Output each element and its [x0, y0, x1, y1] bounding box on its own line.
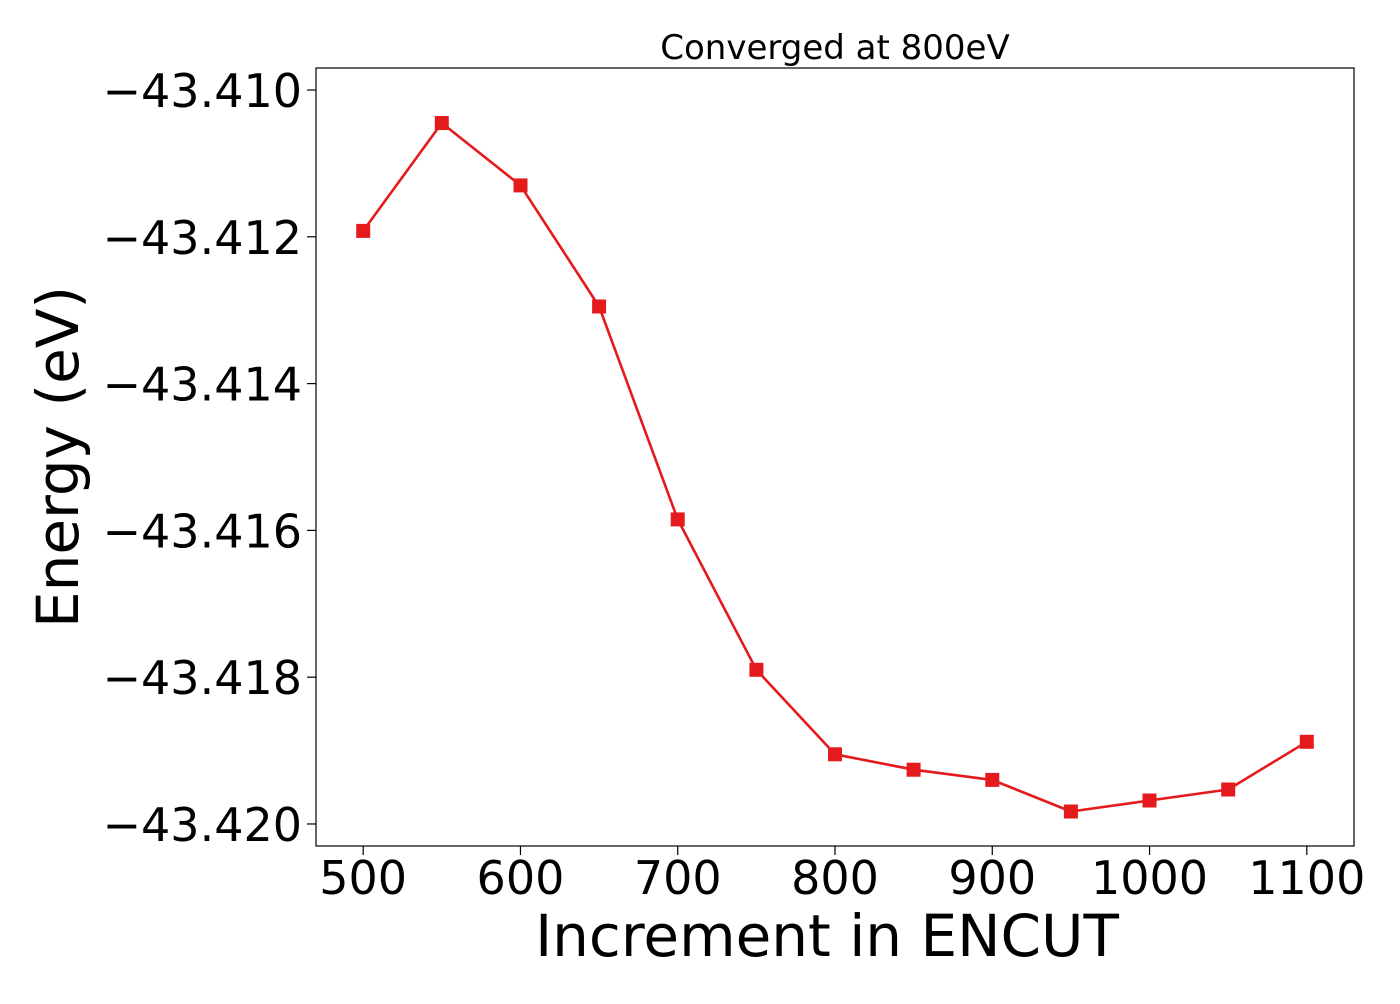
x-axis-label: Increment in ENCUT	[535, 902, 1119, 970]
data-point	[985, 772, 1000, 787]
x-tick-label: 1000	[1091, 851, 1208, 905]
data-point	[670, 512, 685, 527]
y-tick-label: −43.410	[103, 64, 303, 118]
data-point	[1221, 782, 1236, 797]
x-tick-label: 600	[477, 851, 565, 905]
data-point	[513, 178, 528, 193]
data-point	[1299, 734, 1314, 749]
x-tick-label: 800	[791, 851, 879, 905]
x-tick-label: 900	[948, 851, 1036, 905]
data-point	[1063, 804, 1078, 819]
y-tick-label: −43.416	[103, 504, 303, 558]
x-tick-label: 1100	[1248, 851, 1365, 905]
data-point	[434, 116, 449, 130]
data-point	[906, 762, 921, 777]
data-point	[1142, 793, 1157, 808]
y-tick-label: −43.414	[103, 358, 303, 412]
chart-title: Converged at 800eV	[660, 28, 1009, 68]
y-tick-label: −43.412	[103, 211, 303, 265]
y-axis-label: Energy (eV)	[24, 286, 92, 628]
data-point	[592, 299, 607, 314]
data-point	[828, 747, 842, 762]
x-tick-label: 700	[634, 851, 722, 905]
data-point	[356, 223, 371, 238]
x-tick-label: 500	[319, 851, 407, 905]
y-tick-label: −43.420	[103, 798, 303, 852]
y-tick-label: −43.418	[103, 651, 303, 705]
data-point	[749, 662, 764, 677]
